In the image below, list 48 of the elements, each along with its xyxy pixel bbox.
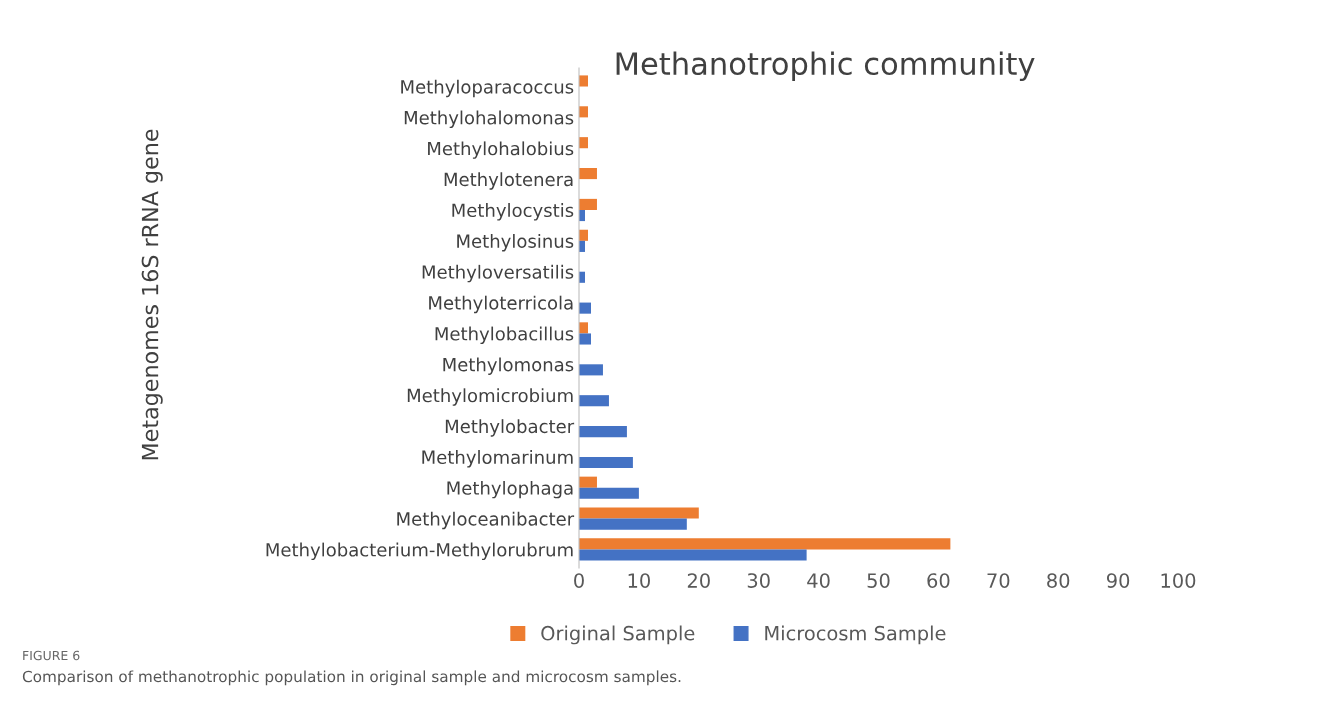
bar (579, 75, 588, 87)
bar (579, 364, 603, 376)
x-tick-label: 60 (927, 573, 950, 588)
y-tick-label: Methylobacillus (435, 326, 574, 345)
x-tick-label: 30 (747, 573, 770, 588)
x-tick-label: 0 (574, 573, 584, 588)
bar (579, 395, 609, 407)
x-tick-label: 50 (867, 573, 890, 588)
y-tick-label: Methylomarinum (422, 450, 573, 468)
y-tick-label: Methylohalobius (428, 141, 574, 159)
y-tick-label: Methylocystis (452, 203, 574, 221)
bar (579, 487, 639, 499)
y-tick-label: Methylomonas (443, 357, 574, 375)
y-axis-title: Metagenomes 16S rRNA gene (141, 129, 163, 460)
x-tick-label: 10 (628, 573, 650, 588)
y-tick-label: Methyloceanibacter (397, 511, 575, 530)
x-tick-label: 80 (1047, 573, 1070, 588)
chart-title: Methanotrophic community (616, 51, 1035, 82)
y-tick-label: Methylobacterium-Methylorubrum (266, 542, 573, 561)
bar (579, 538, 951, 550)
caption: FIGURE 6 (23, 650, 80, 661)
y-tick-label: Methylobacter (445, 419, 575, 437)
bar (579, 198, 597, 210)
bar (579, 302, 591, 314)
x-tick-label: 40 (807, 573, 830, 588)
legend-label: Microcosm Sample (765, 625, 946, 645)
bar (579, 476, 597, 488)
y-tick-label: Methylomicrobium (407, 388, 573, 406)
y-tick-label: Methylophaga (447, 480, 573, 499)
y-tick-label: Methyloversatilis (422, 264, 574, 283)
x-tick-label: 20 (687, 573, 710, 588)
y-tick-label: Methylotenera (444, 172, 573, 190)
y-tick-label: Methyloparacoccus (401, 79, 574, 98)
y-tick-label: Methylohalomonas (404, 110, 574, 128)
bar (579, 333, 591, 345)
legend-label: Original Sample (541, 625, 695, 645)
bar (579, 456, 633, 468)
x-tick-label: 90 (1106, 573, 1130, 588)
y-tick-label: Methyloterricola (429, 295, 573, 314)
text: Comparison of methanotrophic population in original sample and microcosm samples. (22, 670, 681, 686)
bar (579, 507, 699, 519)
bar (579, 168, 597, 180)
x-tick-label: 70 (987, 573, 1010, 588)
y-tick-label: Methylosinus (457, 233, 574, 252)
x-tick-label: 100 (1161, 573, 1196, 588)
bar (579, 549, 807, 561)
bar (579, 518, 687, 530)
bar (579, 426, 627, 438)
